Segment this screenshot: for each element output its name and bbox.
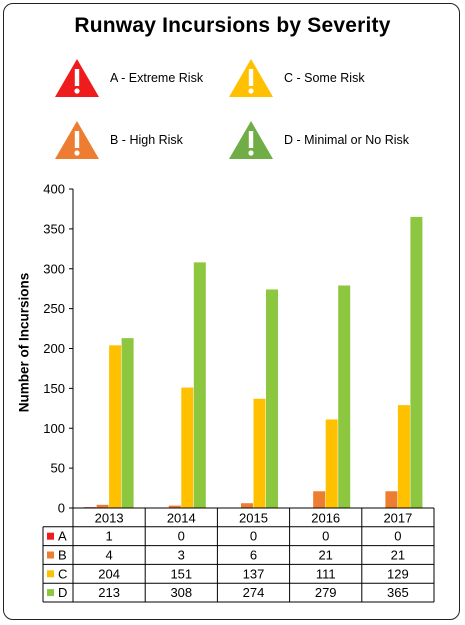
bar-b <box>385 491 398 508</box>
legend-label-c: C - Some Risk <box>284 71 365 85</box>
bar-b <box>313 491 326 508</box>
y-tick-label: 300 <box>43 261 65 276</box>
data-label: 213 <box>98 585 120 600</box>
data-label: 21 <box>318 548 332 563</box>
y-tick-label: 350 <box>43 221 65 236</box>
warning-triangle-icon <box>55 59 99 97</box>
bar-c <box>109 345 122 508</box>
bar-c <box>181 387 194 508</box>
table-series-label: B <box>58 548 67 563</box>
chart-frame <box>3 3 460 620</box>
x-tick-label: 2017 <box>383 510 412 525</box>
x-tick-label: 2014 <box>167 510 196 525</box>
data-label: 137 <box>243 566 265 581</box>
warning-triangle-icon <box>55 121 99 159</box>
table-swatch-a <box>47 532 54 540</box>
data-label: 308 <box>170 585 192 600</box>
bar-d <box>121 338 134 508</box>
x-tick-label: 2015 <box>239 510 268 525</box>
legend-item-b: B - High Risk <box>52 118 183 162</box>
chart-title: Runway Incursions by Severity <box>74 14 391 37</box>
x-tick-label: 2013 <box>95 510 124 525</box>
y-tick-label: 150 <box>43 381 65 396</box>
data-label: 6 <box>250 548 257 563</box>
table-swatch-b <box>47 551 54 559</box>
table-swatch-d <box>47 589 54 597</box>
warning-triangle-icon <box>229 121 273 159</box>
data-label: 0 <box>322 529 329 544</box>
y-tick-label: 0 <box>58 501 65 516</box>
y-tick-label: 50 <box>51 461 65 476</box>
x-tick-label: 2016 <box>311 510 340 525</box>
data-label: 21 <box>391 548 405 563</box>
data-label: 274 <box>243 585 265 600</box>
legend-label-b: B - High Risk <box>110 133 183 147</box>
legend-item-c: C - Some Risk <box>226 56 365 100</box>
y-tick-label: 200 <box>43 341 65 356</box>
table-swatch-c <box>47 570 54 578</box>
legend-label-d: D - Minimal or No Risk <box>284 133 410 147</box>
bar-d <box>338 285 351 508</box>
data-label: 365 <box>387 585 409 600</box>
data-label: 204 <box>98 566 120 581</box>
bar-d <box>193 262 206 508</box>
bar-b <box>168 505 181 508</box>
data-label: 279 <box>315 585 337 600</box>
data-label: 129 <box>387 566 409 581</box>
bar-b <box>96 504 109 508</box>
legend-item-a: A - Extreme Risk <box>52 56 203 100</box>
legend-label-a: A - Extreme Risk <box>110 71 204 85</box>
y-tick-label: 250 <box>43 301 65 316</box>
data-label: 151 <box>170 566 192 581</box>
data-label: 0 <box>250 529 257 544</box>
data-label: 111 <box>316 566 336 581</box>
data-label: 0 <box>178 529 185 544</box>
bar-d <box>410 216 423 508</box>
bar-c <box>253 398 266 508</box>
y-tick-label: 400 <box>43 182 65 197</box>
bar-c <box>397 405 410 508</box>
table-series-label: A <box>58 529 67 544</box>
data-label: 1 <box>105 529 112 544</box>
data-label: 4 <box>105 548 112 563</box>
table-series-label: D <box>58 585 67 600</box>
legend-item-d: D - Minimal or No Risk <box>226 118 409 162</box>
table-series-label: C <box>58 566 67 581</box>
bar-c <box>325 419 338 508</box>
data-label: 3 <box>178 548 185 563</box>
warning-triangle-icon <box>229 59 273 97</box>
data-label: 0 <box>394 529 401 544</box>
bar-d <box>266 289 278 508</box>
y-tick-label: 100 <box>43 421 65 436</box>
bar-b <box>241 503 253 508</box>
